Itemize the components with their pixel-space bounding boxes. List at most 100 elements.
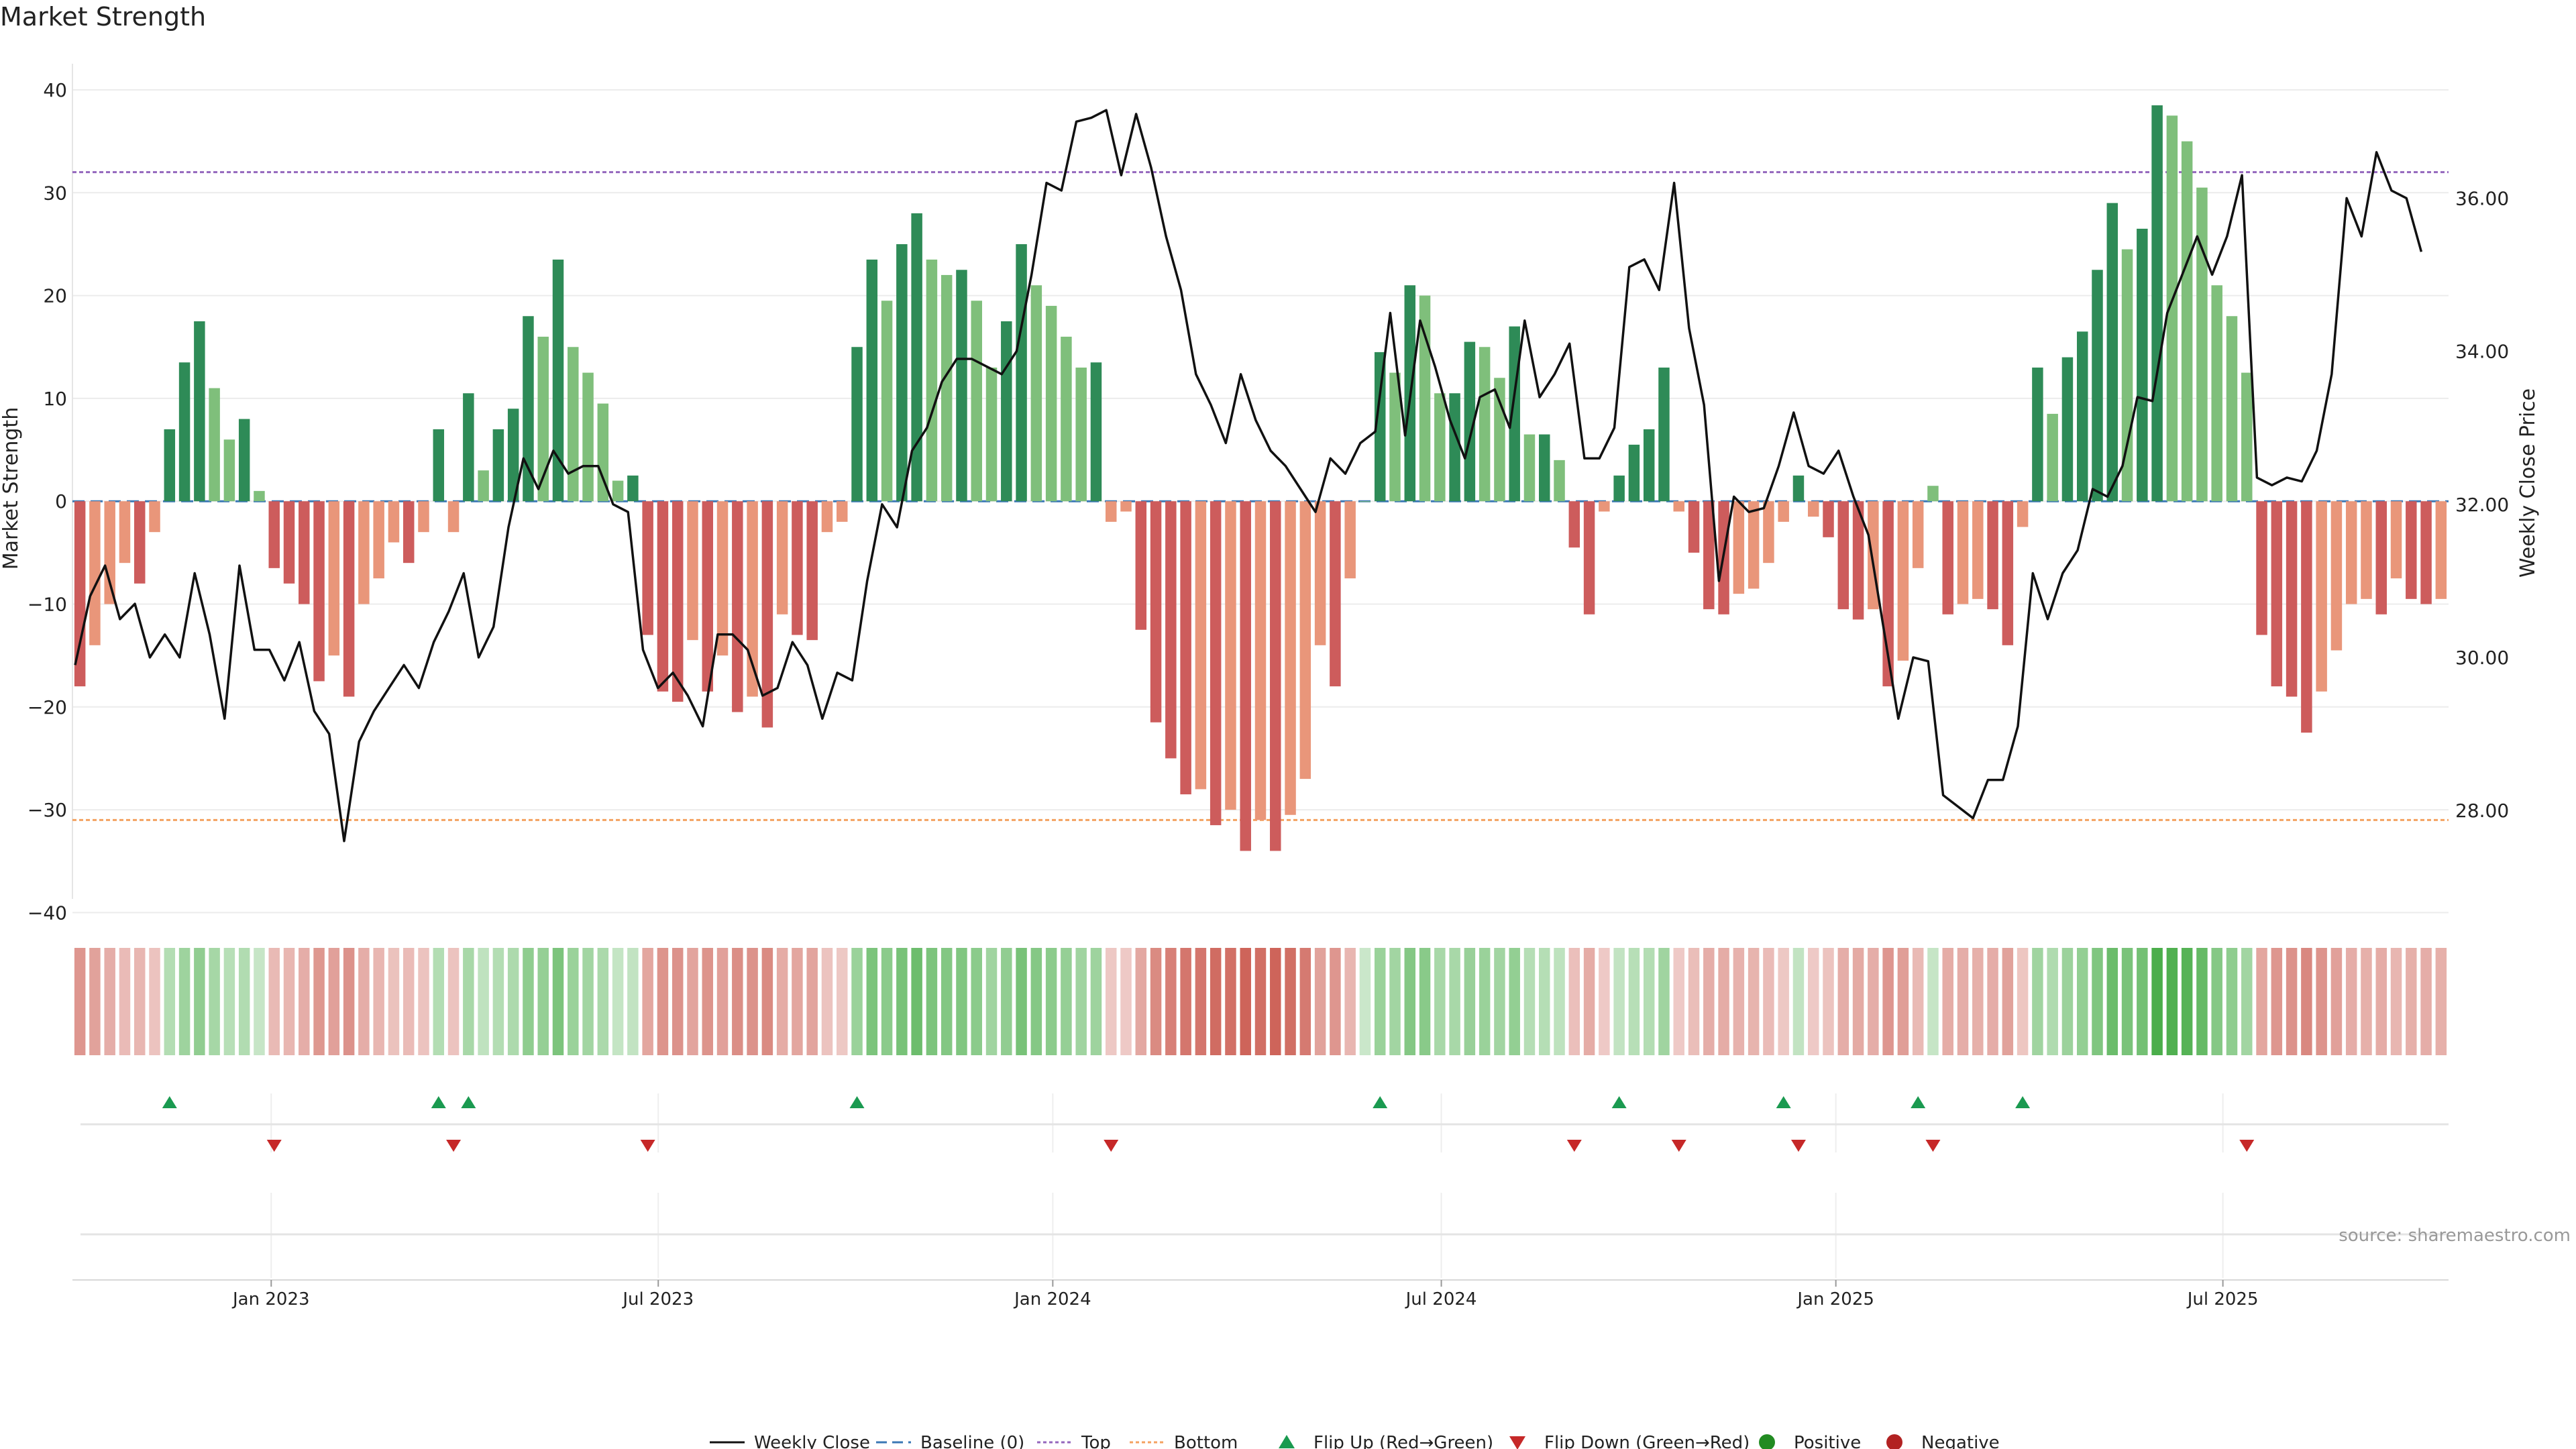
legend-item: Flip Up (Red→Green) (1279, 1433, 1493, 1449)
strength-bar (1972, 501, 1984, 599)
heat-cell (1763, 948, 1774, 1055)
strength-bar (1688, 501, 1700, 553)
flip-up-marker (849, 1096, 865, 1108)
strength-bar (1763, 501, 1774, 564)
strength-bar (956, 270, 967, 502)
strength-bar (1748, 501, 1760, 589)
y2-tick-label: 32.00 (2455, 494, 2509, 516)
strength-bar (1180, 501, 1191, 795)
y2-tick-label: 36.00 (2455, 187, 2509, 209)
strength-bar (2092, 270, 2103, 502)
heat-cell (552, 948, 564, 1055)
strength-bar (2121, 249, 2133, 502)
heat-cell (1554, 948, 1565, 1055)
strength-bar (1658, 367, 1670, 502)
heat-cell (837, 948, 848, 1055)
strength-bar (672, 501, 684, 702)
heat-cell (2226, 948, 2238, 1055)
flip-down-marker (1104, 1140, 1119, 1152)
strength-bar (747, 501, 758, 697)
heat-cell (1539, 948, 1550, 1055)
strength-bar (1075, 367, 1087, 502)
strength-bar (119, 501, 131, 564)
strength-bar (1807, 501, 1819, 517)
strength-bar (2375, 501, 2387, 614)
strength-bar (985, 367, 998, 502)
strength-bar (328, 501, 340, 656)
strength-bar (89, 501, 101, 645)
strength-bar (2196, 187, 2208, 502)
heat-cell (1359, 948, 1371, 1055)
heat-cell (1045, 948, 1057, 1055)
heat-cell (1105, 948, 1117, 1055)
strength-bar (523, 316, 534, 502)
strength-bar (223, 439, 235, 502)
heat-cell (1987, 948, 1998, 1055)
chart-title: Market Strength (0, 2, 206, 32)
heat-cell (254, 948, 265, 1055)
heat-cell (1912, 948, 1924, 1055)
y-tick-label: 40 (43, 79, 67, 101)
strength-bar (2032, 367, 2043, 502)
y-axis-label: Market Strength (0, 407, 23, 570)
strength-bar (1090, 362, 1102, 502)
heat-cell (373, 948, 384, 1055)
heat-cell (1299, 948, 1311, 1055)
legend-label: Flip Down (Green→Red) (1544, 1433, 1750, 1449)
flip-up-marker (461, 1096, 476, 1108)
strength-bar (299, 501, 310, 604)
strength-bar (268, 501, 280, 568)
heat-cell (1314, 948, 1326, 1055)
heat-cell (268, 948, 280, 1055)
strength-bar (1733, 501, 1745, 594)
heat-cell (523, 948, 534, 1055)
heat-cell (2211, 948, 2222, 1055)
strength-bar (537, 336, 549, 502)
strength-bar (1942, 501, 1953, 614)
strength-bar (2002, 501, 2014, 645)
legend-label: Flip Up (Red→Green) (1313, 1433, 1493, 1449)
heat-cell (1972, 948, 1984, 1055)
heat-cell (1927, 948, 1939, 1055)
heat-cell (2121, 948, 2133, 1055)
heat-cell (806, 948, 818, 1055)
heat-cell (881, 948, 893, 1055)
strength-bar (851, 347, 863, 502)
heat-cell (911, 948, 922, 1055)
strength-bar (1254, 501, 1267, 820)
heat-cell (149, 948, 160, 1055)
heat-cell (1210, 948, 1222, 1055)
strength-bar (2256, 501, 2267, 635)
positive-negative-panel (80, 1193, 2449, 1278)
flip-up-marker (1776, 1096, 1791, 1108)
strength-bar (1030, 285, 1042, 502)
strength-bar (194, 321, 205, 502)
strength-bar (866, 259, 878, 502)
heat-cell (851, 948, 863, 1055)
heat-cell (1583, 948, 1595, 1055)
heat-cell (223, 948, 235, 1055)
strength-bar (1643, 429, 1655, 502)
strength-bar (2406, 501, 2417, 599)
heat-cell (2061, 948, 2074, 1055)
strength-bar (1270, 501, 1281, 851)
heat-cell (1374, 948, 1386, 1055)
strength-bar (1195, 501, 1207, 790)
flip-down-marker (1566, 1140, 1582, 1152)
heat-cell (402, 948, 415, 1055)
heat-cell (702, 948, 714, 1055)
strength-bar (2435, 501, 2447, 599)
heat-cell (2390, 948, 2402, 1055)
strength-bar (1703, 501, 1715, 610)
heat-cell (1270, 948, 1281, 1055)
heat-cell (1494, 948, 1505, 1055)
strength-bar (1568, 501, 1580, 548)
strength-bar (911, 213, 922, 502)
heat-cell (627, 948, 639, 1055)
heat-cell (956, 948, 967, 1055)
heat-cell (2106, 948, 2118, 1055)
heat-cell (1225, 948, 1236, 1055)
strength-bar (1628, 444, 1640, 502)
strength-bar (1285, 501, 1296, 815)
strength-bar (1479, 347, 1491, 502)
